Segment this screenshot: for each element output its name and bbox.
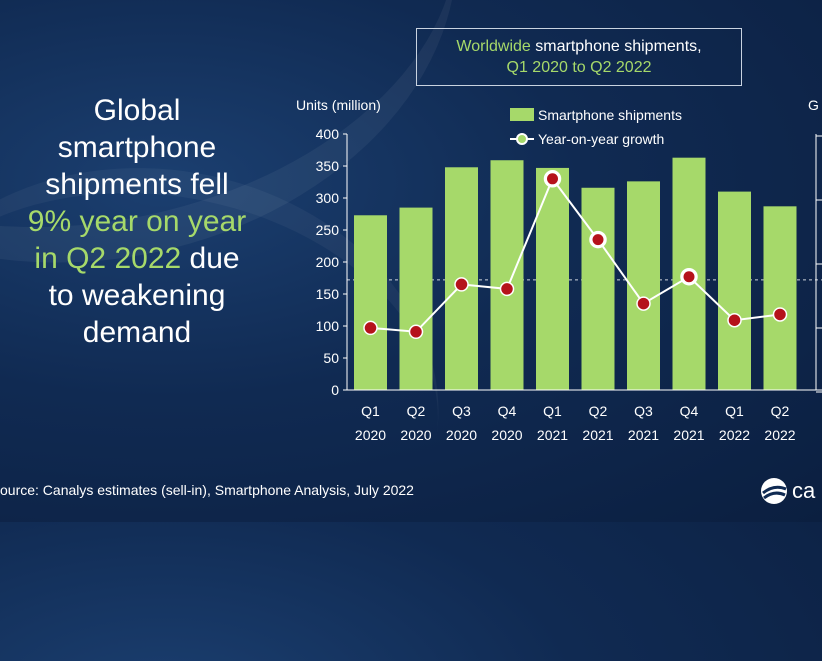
logo-text: ca — [792, 478, 816, 503]
y-tick-label: 300 — [316, 190, 340, 206]
growth-point-9 — [772, 307, 788, 322]
x-tick-label-quarter: Q2 — [407, 403, 426, 419]
x-tick-label-quarter: Q1 — [543, 403, 562, 419]
growth-point-6 — [636, 296, 651, 311]
chart-title-line-2: Q1 2020 to Q2 2022 — [506, 59, 652, 76]
y-axis-right-title: G — [808, 97, 819, 113]
x-tick-label-quarter: Q1 — [361, 403, 380, 419]
growth-point-inner-7 — [683, 271, 695, 283]
bar-1 — [399, 207, 433, 390]
bar-3 — [490, 160, 524, 390]
x-tick-label-quarter: Q2 — [771, 403, 790, 419]
y-tick-label: 350 — [316, 158, 340, 174]
legend-line-label: Year-on-year growth — [538, 131, 664, 147]
headline: Global smartphone shipments fell 9% year… — [0, 92, 274, 351]
y-axis-title: Units (million) — [296, 97, 381, 113]
x-tick-label-year: 2022 — [719, 427, 750, 443]
canalys-logo-icon — [761, 478, 787, 504]
x-tick-label-year: 2021 — [628, 427, 659, 443]
headline-line-3: shipments fell — [45, 168, 229, 201]
x-tick-label-quarter: Q4 — [680, 403, 699, 419]
shipments-chart: 0 50 100 150 200 250 300 350 400 Units (million) G… — [296, 97, 822, 443]
y-tick-label: 200 — [316, 254, 340, 270]
growth-line — [370, 176, 781, 333]
axis-layer: 0 50 100 150 200 250 300 350 400 Units (million) G… — [296, 97, 822, 443]
y-tick-label: 150 — [316, 286, 340, 302]
headline-line-7: demand — [82, 316, 192, 349]
growth-point-3 — [499, 281, 515, 297]
growth-point-2 — [454, 277, 469, 292]
y-tick-label: 250 — [316, 222, 340, 238]
x-tick-label-year: 2020 — [446, 427, 477, 443]
chart-title-rest: smartphone shipments, — [530, 38, 702, 55]
chart-title-box: Worldwide smartphone shipments, Q1 2020 … — [416, 28, 742, 86]
y-tick-label: 0 — [331, 382, 339, 398]
legend-bar-swatch — [510, 108, 534, 121]
headline-line-4: 9% year on year — [27, 205, 247, 238]
growth-point-inner-4 — [547, 173, 558, 185]
x-tick-label-year: 2022 — [764, 427, 795, 443]
bar-9 — [763, 206, 797, 390]
growth-point-0 — [363, 320, 378, 336]
headline-line-2: smartphone — [57, 131, 217, 164]
bar-0 — [354, 215, 387, 390]
headline-line-5-rest: due — [181, 242, 240, 275]
headline-line-5: in Q2 2022 due — [0, 240, 274, 277]
x-tick-label-year: 2020 — [355, 427, 386, 443]
bar-5 — [581, 187, 615, 390]
bar-8 — [718, 191, 751, 390]
x-tick-label-quarter: Q1 — [725, 403, 744, 419]
y-tick-label: 100 — [316, 318, 340, 334]
x-tick-label-year: 2021 — [537, 427, 568, 443]
x-tick-label-year: 2020 — [400, 427, 431, 443]
x-tick-label-quarter: Q3 — [634, 403, 653, 419]
growth-point-1 — [408, 324, 424, 340]
legend-bar-label: Smartphone shipments — [538, 107, 682, 123]
x-tick-label-year: 2021 — [673, 427, 704, 443]
x-tick-label-quarter: Q4 — [498, 403, 517, 419]
headline-line-5-highlight: in Q2 2022 — [34, 242, 182, 275]
x-tick-label-quarter: Q2 — [589, 403, 608, 419]
y-tick-label: 50 — [323, 350, 339, 366]
x-tick-label-quarter: Q3 — [452, 403, 471, 419]
chart-title-line-1: Worldwide smartphone shipments, — [417, 36, 741, 57]
headline-line-1: Global — [93, 94, 181, 127]
chart-title-green: Worldwide — [456, 38, 531, 55]
legend-layer: Smartphone shipments Year-on-year growth — [510, 107, 682, 147]
growth-point-8 — [727, 312, 742, 328]
x-tick-label-year: 2020 — [491, 427, 522, 443]
headline-line-6: to weakening — [48, 279, 226, 312]
growth-point-inner-5 — [592, 234, 604, 246]
y-tick-label: 400 — [316, 126, 340, 142]
growth-line-layer — [363, 170, 788, 340]
legend-line-marker — [516, 133, 528, 145]
source-note: ource: Canalys estimates (sell-in), Smar… — [0, 482, 414, 498]
bars-layer — [354, 157, 797, 390]
bar-6 — [627, 181, 660, 390]
x-tick-label-year: 2021 — [582, 427, 613, 443]
bar-4 — [536, 167, 569, 390]
